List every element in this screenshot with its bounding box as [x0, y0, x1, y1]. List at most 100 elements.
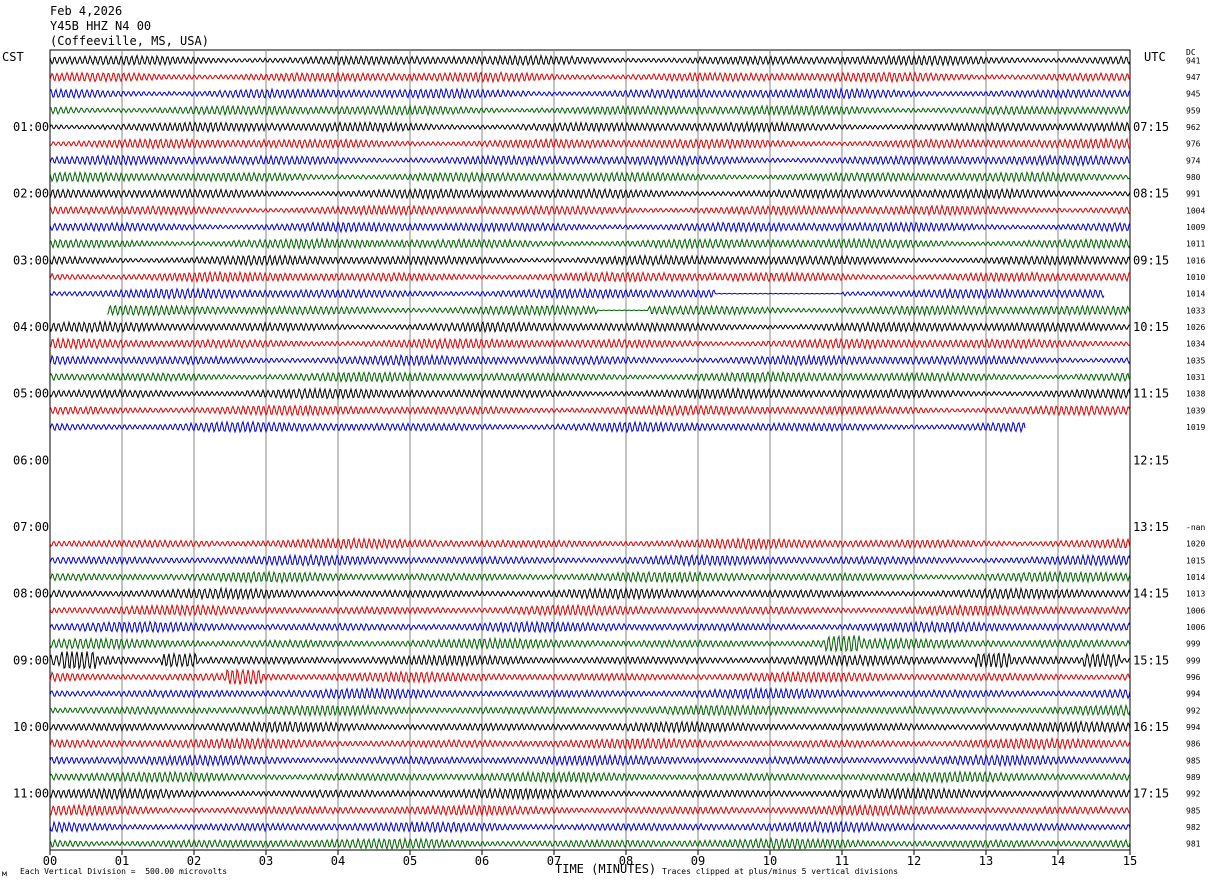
- trace-line: [49, 203, 1131, 217]
- x-tick-label: 05: [403, 854, 417, 868]
- footer-clip-note: Traces clipped at plus/minus 5 vertical …: [662, 867, 899, 876]
- trace-line: [49, 220, 1131, 234]
- x-tick-label: 11: [835, 854, 849, 868]
- x-tick-label: 02: [187, 854, 201, 868]
- x-tick-label: 01: [115, 854, 129, 868]
- trace-line: [49, 536, 1131, 551]
- trace-line: [49, 187, 1131, 201]
- trace-line: [49, 153, 1131, 168]
- trace-line: [49, 753, 1131, 768]
- dc-offset-label: 986: [1186, 740, 1201, 749]
- x-tick-label: 00: [43, 854, 57, 868]
- dc-offset-label: 1019: [1186, 423, 1205, 432]
- trace-line: [49, 70, 1131, 84]
- dc-offset-label: 1015: [1186, 556, 1205, 565]
- dc-offset-label: 962: [1186, 123, 1201, 132]
- trace-line: [49, 651, 1131, 671]
- hour-label-cst: 02:00: [13, 187, 49, 201]
- hour-label-cst: 05:00: [13, 387, 49, 401]
- x-tick-label: 10: [763, 854, 777, 868]
- hour-label-utc: 10:15: [1133, 320, 1169, 334]
- dc-offset-label: 974: [1186, 156, 1201, 165]
- hour-label-cst: 03:00: [13, 253, 49, 267]
- x-tick-label: 06: [475, 854, 489, 868]
- trace-line: [49, 603, 1131, 617]
- x-tick-label: 15: [1123, 854, 1137, 868]
- hour-label-utc: 16:15: [1133, 720, 1169, 734]
- plot-frame: [49, 49, 1131, 851]
- hour-label-utc: 08:15: [1133, 187, 1169, 201]
- dc-offset-label: 1038: [1186, 390, 1205, 399]
- hour-label-utc: 07:15: [1133, 120, 1169, 134]
- trace-line: [49, 803, 1131, 818]
- hour-label-cst: 09:00: [13, 653, 49, 667]
- trace-line: [49, 320, 1131, 334]
- dc-offset-label: 1039: [1186, 406, 1205, 415]
- trace-line: [49, 386, 1131, 401]
- dc-offset-label: -nan: [1186, 523, 1205, 532]
- trace-line: [49, 237, 1131, 250]
- dc-offset-label: 1006: [1186, 606, 1205, 615]
- hour-label-cst: 04:00: [13, 320, 49, 334]
- x-tick-label: 04: [331, 854, 345, 868]
- dc-offset-label: 985: [1186, 756, 1201, 765]
- date-label: Feb 4,2026: [50, 4, 123, 18]
- trace-line: [49, 87, 1131, 100]
- trace-line: [49, 170, 1131, 184]
- dc-offset-label: 1035: [1186, 356, 1205, 365]
- x-tick-label: 09: [691, 854, 705, 868]
- dc-offset-label: 1011: [1186, 240, 1205, 249]
- hour-label-cst: 07:00: [13, 520, 49, 534]
- trace-line: [49, 336, 1131, 351]
- x-tick-label: 12: [907, 854, 921, 868]
- dc-header-label: DC: [1186, 48, 1196, 57]
- hour-label-utc: 09:15: [1133, 253, 1169, 267]
- trace-line: [49, 287, 1105, 301]
- x-tick-label: 07: [547, 854, 561, 868]
- location-label: (Coffeeville, MS, USA): [50, 34, 209, 48]
- trace-line: [49, 819, 1131, 834]
- dc-offset-label: 994: [1186, 723, 1201, 732]
- trace-line: [49, 270, 1131, 284]
- trace-line: [49, 668, 1131, 685]
- trace-line: [49, 120, 1131, 134]
- hour-label-cst: 11:00: [13, 787, 49, 801]
- hour-label-cst: 08:00: [13, 587, 49, 601]
- trace-line: [49, 253, 1131, 267]
- dc-offset-label: 959: [1186, 106, 1201, 115]
- dc-offset-label: 991: [1186, 190, 1201, 199]
- dc-offset-label: 985: [1186, 806, 1201, 815]
- x-tick-label: 14: [1051, 854, 1065, 868]
- x-axis-title: TIME (MINUTES): [555, 862, 657, 876]
- dc-offset-label: 989: [1186, 773, 1201, 782]
- dc-offset-label: 1014: [1186, 573, 1205, 582]
- trace-line: [107, 304, 1131, 317]
- dc-offset-label: 1020: [1186, 540, 1205, 549]
- footer-scale-note: Each Vertical Division = 500.00 microvol…: [20, 867, 228, 876]
- dc-offset-label: 1026: [1186, 323, 1205, 332]
- dc-offset-label: 976: [1186, 140, 1201, 149]
- trace-line: [49, 370, 1131, 384]
- left-timezone-label: CST: [2, 50, 24, 64]
- trace-line: [49, 569, 1131, 585]
- dc-offset-label: 1010: [1186, 273, 1205, 282]
- trace-line: [49, 703, 1131, 718]
- dc-offset-label: 992: [1186, 790, 1201, 799]
- trace-line: [49, 786, 1131, 801]
- dc-offset-label: 941: [1186, 56, 1201, 65]
- dc-offset-label: 947: [1186, 73, 1201, 82]
- trace-line: [49, 736, 1131, 751]
- dc-offset-label: 994: [1186, 690, 1201, 699]
- dc-offset-label: 1033: [1186, 306, 1205, 315]
- x-tick-label: 13: [979, 854, 993, 868]
- station-label: Y45B HHZ N4 00: [50, 19, 152, 33]
- dc-offset-label: 999: [1186, 656, 1201, 665]
- trace-line: [49, 719, 1131, 734]
- trace-line: [49, 619, 1131, 634]
- dc-offset-label: 981: [1186, 840, 1201, 849]
- trace-line: [49, 53, 1131, 68]
- hour-label-utc: 12:15: [1133, 453, 1169, 467]
- hour-label-utc: 17:15: [1133, 787, 1169, 801]
- hour-label-utc: 11:15: [1133, 387, 1169, 401]
